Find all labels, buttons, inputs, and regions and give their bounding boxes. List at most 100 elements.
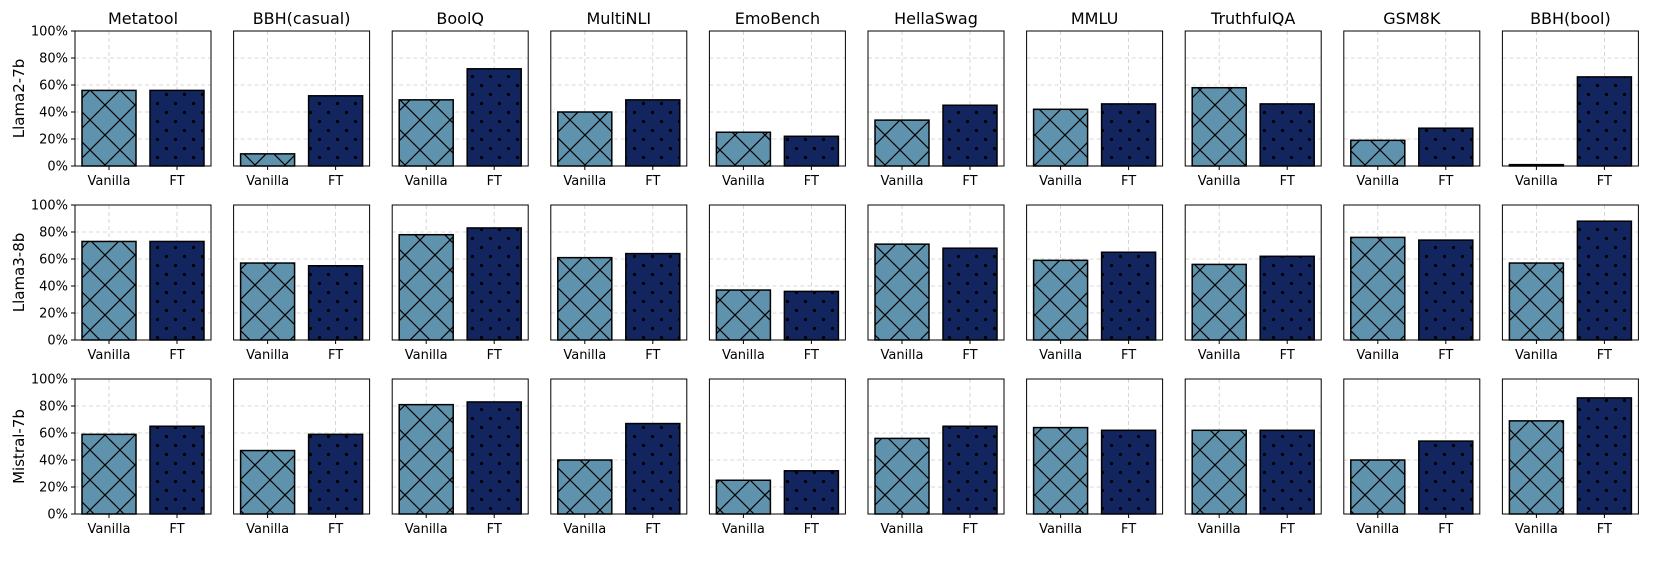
- xtick-label-vanilla: Vanilla: [1515, 174, 1558, 189]
- panel-frame-llama2-7b-boolq: [391, 30, 529, 167]
- bar-mistral-7b-bbh-bool-vanilla-pattern: [1509, 420, 1564, 514]
- bar-llama2-7b-boolq-ft-pattern: [467, 68, 522, 166]
- xtick-label-vanilla: Vanilla: [1198, 522, 1241, 537]
- bar-mistral-7b-boolq-ft-pattern: [467, 401, 522, 514]
- panel-frame-llama3-8b-bbh-casual: [233, 204, 371, 341]
- xtick-label-ft: FT: [328, 522, 343, 537]
- xtick-label-vanilla: Vanilla: [88, 348, 131, 363]
- xtick-label-ft: FT: [1438, 174, 1453, 189]
- bar-mistral-7b-multinli-ft-pattern: [625, 423, 680, 514]
- panel-frame-llama2-7b-truthfulqa: [1184, 30, 1322, 167]
- bar-llama3-8b-mmlu-ft-pattern: [1101, 252, 1156, 340]
- bar-mistral-7b-metatool-ft-pattern: [150, 426, 204, 514]
- bar-mistral-7b-bbh-casual-vanilla-pattern: [240, 450, 295, 514]
- ytick-label: 80%: [39, 226, 68, 241]
- bar-mistral-7b-gsm8k-ft-pattern: [1418, 441, 1473, 514]
- panel-frame-llama3-8b-gsm8k: [1343, 204, 1481, 341]
- xtick-label-ft: FT: [1597, 174, 1612, 189]
- panel-frame-llama2-7b-mmlu: [1026, 30, 1164, 167]
- xtick-label-vanilla: Vanilla: [563, 348, 606, 363]
- bar-mistral-7b-boolq-vanilla-pattern: [399, 404, 454, 514]
- column-title-gsm8k: GSM8K: [1383, 9, 1441, 28]
- xtick-label-vanilla: Vanilla: [881, 348, 924, 363]
- ytick-label: 60%: [39, 253, 68, 268]
- xtick-label-vanilla: Vanilla: [722, 348, 765, 363]
- bar-llama2-7b-bbh-casual-ft-pattern: [308, 95, 363, 166]
- bar-llama3-8b-truthfulqa-ft-pattern: [1260, 256, 1315, 340]
- panel-frame-llama2-7b-multinli: [550, 30, 688, 167]
- bar-llama2-7b-gsm8k-ft-pattern: [1418, 128, 1473, 166]
- panel-frame-llama2-7b-hellaswag: [867, 30, 1005, 167]
- xtick-label-ft: FT: [1438, 522, 1453, 537]
- column-title-mmlu: MMLU: [1071, 9, 1118, 28]
- xtick-label-ft: FT: [169, 174, 184, 189]
- xtick-label-ft: FT: [1121, 174, 1136, 189]
- bar-llama2-7b-hellaswag-ft-pattern: [943, 105, 997, 166]
- panel-frame-llama3-8b-truthfulqa: [1184, 204, 1322, 341]
- xtick-label-ft: FT: [328, 348, 343, 363]
- panel-frame-llama2-7b-metatool: [74, 30, 212, 167]
- xtick-label-ft: FT: [1280, 348, 1295, 363]
- xtick-label-vanilla: Vanilla: [1356, 348, 1399, 363]
- bar-mistral-7b-bbh-bool-ft-pattern: [1577, 397, 1632, 514]
- xtick-label-vanilla: Vanilla: [1515, 522, 1558, 537]
- bar-llama2-7b-metatool-vanilla-pattern: [82, 90, 136, 166]
- column-title-emobench: EmoBench: [735, 9, 820, 28]
- panel-frame-llama2-7b-bbh-casual: [233, 30, 371, 167]
- xtick-label-ft: FT: [804, 522, 819, 537]
- column-title-truthfulqa: TruthfulQA: [1210, 9, 1295, 28]
- bar-llama3-8b-bbh-casual-ft-pattern: [308, 265, 363, 340]
- xtick-label-vanilla: Vanilla: [881, 522, 924, 537]
- bar-mistral-7b-emobench-vanilla-pattern: [716, 480, 771, 514]
- bar-mistral-7b-hellaswag-vanilla-pattern: [875, 438, 929, 514]
- bar-llama3-8b-bbh-bool-vanilla-pattern: [1509, 263, 1564, 340]
- xtick-label-ft: FT: [1280, 174, 1295, 189]
- panel-frame-mistral-7b-hellaswag: [867, 378, 1005, 515]
- ytick-label: 20%: [39, 133, 68, 148]
- bar-llama3-8b-multinli-ft-pattern: [625, 253, 680, 340]
- xtick-label-ft: FT: [645, 348, 660, 363]
- xtick-label-vanilla: Vanilla: [1356, 522, 1399, 537]
- ytick-label: 40%: [39, 106, 68, 121]
- xtick-label-vanilla: Vanilla: [405, 348, 448, 363]
- xtick-label-vanilla: Vanilla: [88, 174, 131, 189]
- panel-frame-llama3-8b-multinli: [550, 204, 688, 341]
- ytick-label: 80%: [39, 400, 68, 415]
- xtick-label-ft: FT: [487, 174, 502, 189]
- xtick-label-ft: FT: [962, 174, 977, 189]
- xtick-label-ft: FT: [804, 174, 819, 189]
- xtick-label-ft: FT: [169, 522, 184, 537]
- bar-llama2-7b-truthfulqa-vanilla-pattern: [1192, 87, 1247, 166]
- xtick-label-ft: FT: [962, 348, 977, 363]
- bar-llama3-8b-hellaswag-ft-pattern: [943, 248, 997, 340]
- bar-llama3-8b-metatool-vanilla-pattern: [82, 241, 136, 340]
- xtick-label-ft: FT: [1121, 522, 1136, 537]
- xtick-label-ft: FT: [1121, 348, 1136, 363]
- bar-llama2-7b-emobench-ft-pattern: [784, 136, 839, 166]
- bar-llama3-8b-emobench-vanilla-pattern: [716, 290, 771, 340]
- panel-frame-mistral-7b-boolq: [391, 378, 529, 515]
- row-label-llama3-8b: Llama3-8b: [10, 233, 28, 313]
- ytick-label: 0%: [47, 334, 68, 349]
- row-label-llama2-7b: Llama2-7b: [10, 59, 28, 139]
- bar-llama3-8b-multinli-vanilla-pattern: [557, 257, 612, 340]
- bar-llama2-7b-truthfulqa-ft-pattern: [1260, 103, 1315, 166]
- panel-frame-mistral-7b-multinli: [550, 378, 688, 515]
- column-title-hellaswag: HellaSwag: [894, 9, 978, 28]
- ytick-label: 40%: [39, 454, 68, 469]
- panel-frame-llama2-7b-bbh-bool: [1501, 30, 1639, 167]
- xtick-label-ft: FT: [804, 348, 819, 363]
- bar-llama3-8b-truthfulqa-vanilla-pattern: [1192, 264, 1247, 340]
- xtick-label-ft: FT: [487, 522, 502, 537]
- xtick-label-vanilla: Vanilla: [722, 522, 765, 537]
- xtick-label-vanilla: Vanilla: [246, 522, 289, 537]
- bar-llama2-7b-multinli-ft-pattern: [625, 99, 680, 166]
- panel-frame-llama3-8b-mmlu: [1026, 204, 1164, 341]
- panel-frame-mistral-7b-emobench: [708, 378, 846, 515]
- xtick-label-ft: FT: [328, 174, 343, 189]
- xtick-label-vanilla: Vanilla: [1039, 522, 1082, 537]
- xtick-label-vanilla: Vanilla: [563, 522, 606, 537]
- xtick-label-ft: FT: [1597, 348, 1612, 363]
- xtick-label-vanilla: Vanilla: [563, 174, 606, 189]
- ytick-label: 100%: [31, 199, 68, 214]
